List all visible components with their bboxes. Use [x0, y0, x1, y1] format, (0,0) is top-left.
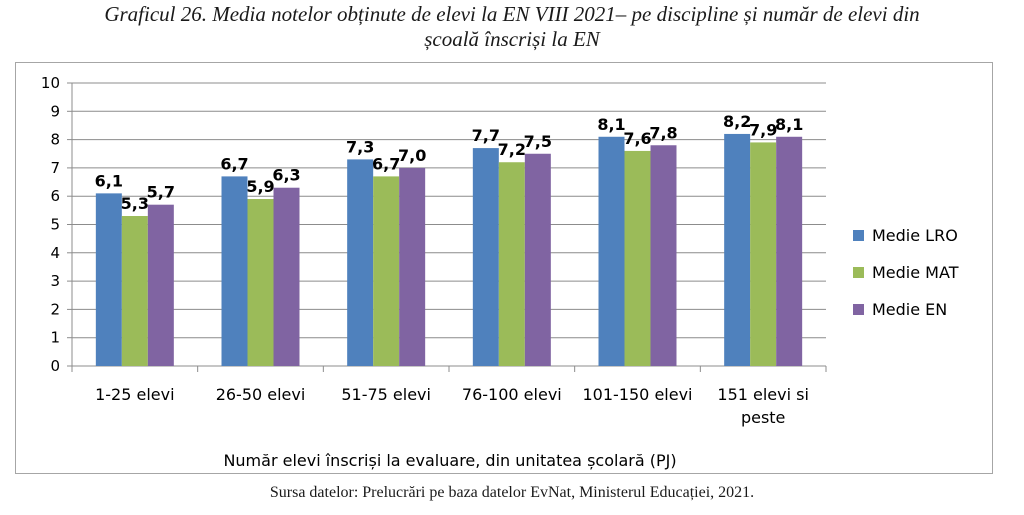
y-tick-label: 9 — [50, 102, 60, 120]
bar — [95, 193, 122, 366]
data-label: 6,7 — [220, 154, 248, 173]
legend-swatch — [853, 267, 864, 278]
x-tick-label: 51-75 elevi — [341, 385, 431, 404]
data-label: 7,3 — [346, 137, 374, 156]
legend-swatch — [853, 304, 864, 315]
source-note: Sursa datelor: Prelucrări pe baza datelo… — [269, 484, 755, 501]
data-label: 5,3 — [121, 194, 149, 213]
bar — [147, 204, 174, 366]
y-tick-label: 2 — [50, 300, 60, 318]
bars — [95, 133, 803, 366]
x-tick-label: 101-150 elevi — [583, 385, 693, 404]
bar — [624, 150, 651, 366]
data-label: 6,7 — [372, 154, 400, 173]
bar — [373, 176, 400, 366]
data-label: 7,5 — [524, 132, 552, 151]
bar — [472, 148, 499, 366]
bar — [750, 142, 777, 366]
chart-title-line-2: școală înscriși la EN — [424, 27, 600, 51]
data-label: 8,1 — [597, 115, 625, 134]
bar — [273, 187, 300, 366]
chart-title: Graficul 26. Media notelor obținute de e… — [0, 2, 1024, 52]
y-tick-label: 6 — [50, 187, 60, 205]
data-label: 7,6 — [623, 129, 651, 148]
bar — [247, 199, 274, 366]
y-tick-label: 8 — [50, 131, 60, 149]
x-tick-label: 151 elevi si — [717, 385, 809, 404]
bar — [347, 159, 374, 366]
data-label: 7,0 — [398, 146, 426, 165]
bar — [524, 153, 551, 366]
legend-label: Medie LRO — [872, 226, 958, 245]
y-tick-label: 10 — [41, 74, 60, 92]
bar — [776, 136, 803, 366]
bar — [399, 167, 426, 366]
gridlines — [72, 82, 826, 339]
x-tick-label: 26-50 elevi — [216, 385, 306, 404]
y-tick-label: 1 — [50, 329, 60, 347]
y-tick-label: 3 — [50, 272, 60, 290]
y-tick-label: 7 — [50, 159, 60, 177]
data-label: 7,8 — [649, 123, 677, 142]
bar — [724, 133, 751, 366]
bar — [650, 145, 677, 366]
bar — [598, 136, 625, 366]
bar — [121, 216, 148, 366]
axes — [67, 82, 827, 372]
x-tick-label: 76-100 elevi — [462, 385, 562, 404]
data-label: 8,2 — [723, 112, 751, 131]
y-tick-label: 4 — [50, 244, 60, 262]
x-tick-label: peste — [741, 408, 785, 427]
y-tick-label: 5 — [50, 216, 60, 234]
data-label: 7,9 — [749, 120, 777, 139]
data-label: 7,2 — [498, 140, 526, 159]
legend-label: Medie MAT — [872, 263, 959, 282]
data-label: 5,7 — [147, 183, 175, 202]
bar — [221, 176, 248, 366]
data-label: 5,9 — [246, 177, 274, 196]
data-labels: 6,15,35,76,75,96,37,36,77,07,77,27,58,17… — [95, 112, 804, 213]
x-tick-label: 1-25 elevi — [95, 385, 174, 404]
x-tick-labels: 1-25 elevi 26-50 elevi 51-75 elevi 76-100 e… — [95, 385, 809, 427]
x-axis-title: Număr elevi înscriși la evaluare, din un… — [223, 451, 676, 470]
y-tick-labels: 0 1 2 3 4 5 6 7 8 9 10 — [41, 74, 60, 375]
legend: Medie LRO Medie MAT Medie EN — [853, 226, 959, 319]
legend-label: Medie EN — [872, 300, 947, 319]
legend-swatch — [853, 230, 864, 241]
data-label: 7,7 — [472, 126, 500, 145]
data-label: 6,1 — [95, 171, 123, 190]
data-label: 8,1 — [775, 115, 803, 134]
chart-title-line-1: Graficul 26. Media notelor obținute de e… — [104, 2, 920, 26]
bar — [498, 162, 525, 366]
y-tick-label: 0 — [50, 357, 60, 375]
data-label: 6,3 — [272, 166, 300, 185]
